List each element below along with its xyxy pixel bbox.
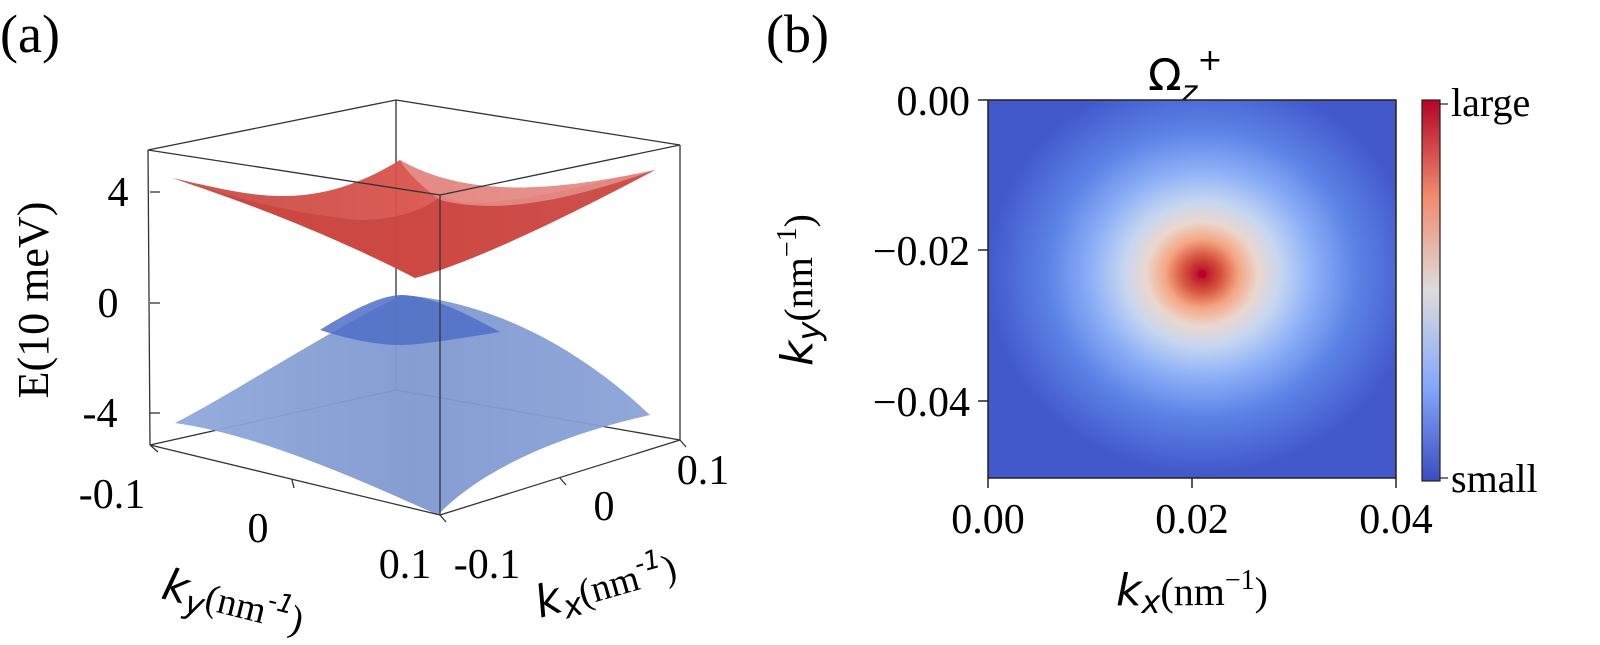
heatmap-x-axis: 0.00 0.02 0.04 kx(nm−1) <box>951 478 1433 621</box>
heatmap-y-tick-label: −0.04 <box>873 380 970 426</box>
heatmap-peak <box>1198 269 1207 278</box>
z-axis: 4 0 -4 E(10 meV) <box>9 170 160 437</box>
heatmap-x-tick-label: 0.02 <box>1155 497 1229 543</box>
panel-a: (a) 4 <box>0 4 730 645</box>
panel-a-label: (a) <box>0 4 60 64</box>
valence-band-top <box>320 295 500 345</box>
colorbar-gradient <box>1421 99 1441 482</box>
heatmap-y-axis: 0.00 −0.02 −0.04 ky(nm−1) <box>772 79 988 426</box>
colorbar-min-label: small <box>1451 456 1538 501</box>
heatmap-y-axis-label: ky(nm−1) <box>772 214 828 366</box>
ky-tick-label: 0 <box>248 506 269 552</box>
kx-axis: -0.1 0 0.1 kx(nm-1) <box>439 439 730 634</box>
ky-tick-label: 0.1 <box>379 542 432 588</box>
panel-b: (b) Ωz+ 0.00 −0.02 −0.04 ky(nm−1) 0.00 <box>766 4 1538 621</box>
ky-axis: -0.1 0 0.1 ky(nm-1) <box>79 444 432 645</box>
z-tick-label: 0 <box>98 281 119 327</box>
heatmap-x-tick-label: 0.00 <box>951 497 1025 543</box>
z-tick-label: -4 <box>83 391 118 437</box>
ky-axis-label: ky(nm-1) <box>156 559 309 645</box>
heatmap-y-tick-label: −0.02 <box>873 229 970 275</box>
colorbar-max-label: large <box>1451 80 1530 125</box>
kx-tick-label: 0 <box>594 484 615 530</box>
heatmap-x-tick-label: 0.04 <box>1359 497 1433 543</box>
conduction-band-highlight <box>400 160 655 206</box>
kx-tick-label: 0.1 <box>677 448 730 494</box>
kx-tick-label: -0.1 <box>454 542 521 588</box>
z-tick-label: 4 <box>108 170 129 216</box>
box-front-edges <box>147 144 681 516</box>
colorbar: large small <box>1421 80 1538 501</box>
heatmap-field <box>988 100 1396 478</box>
ky-tick-label: -0.1 <box>79 472 146 518</box>
panel-b-label: (b) <box>766 4 829 64</box>
heatmap-x-axis-label: kx(nm−1) <box>1116 565 1268 621</box>
z-axis-label: E(10 meV) <box>9 202 58 399</box>
heatmap-title: Ωz+ <box>1148 43 1223 110</box>
heatmap-y-tick-label: 0.00 <box>897 79 971 125</box>
kx-axis-label: kx(nm-1) <box>529 540 683 634</box>
valence-band-surface <box>175 295 650 515</box>
